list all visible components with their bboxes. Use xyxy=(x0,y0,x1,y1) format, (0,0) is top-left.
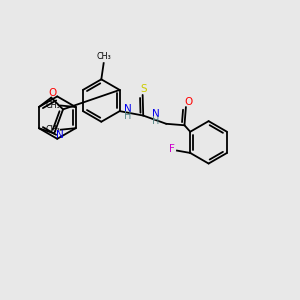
Text: CH₃: CH₃ xyxy=(96,52,111,61)
Text: N: N xyxy=(124,104,132,114)
Text: F: F xyxy=(169,144,175,154)
Text: CH₃: CH₃ xyxy=(45,125,60,134)
Text: CH₃: CH₃ xyxy=(45,101,60,110)
Text: H: H xyxy=(152,116,160,126)
Text: S: S xyxy=(140,84,146,94)
Text: O: O xyxy=(48,88,56,98)
Text: N: N xyxy=(56,130,63,140)
Text: H: H xyxy=(124,111,132,121)
Text: O: O xyxy=(184,97,192,107)
Text: N: N xyxy=(152,110,160,119)
